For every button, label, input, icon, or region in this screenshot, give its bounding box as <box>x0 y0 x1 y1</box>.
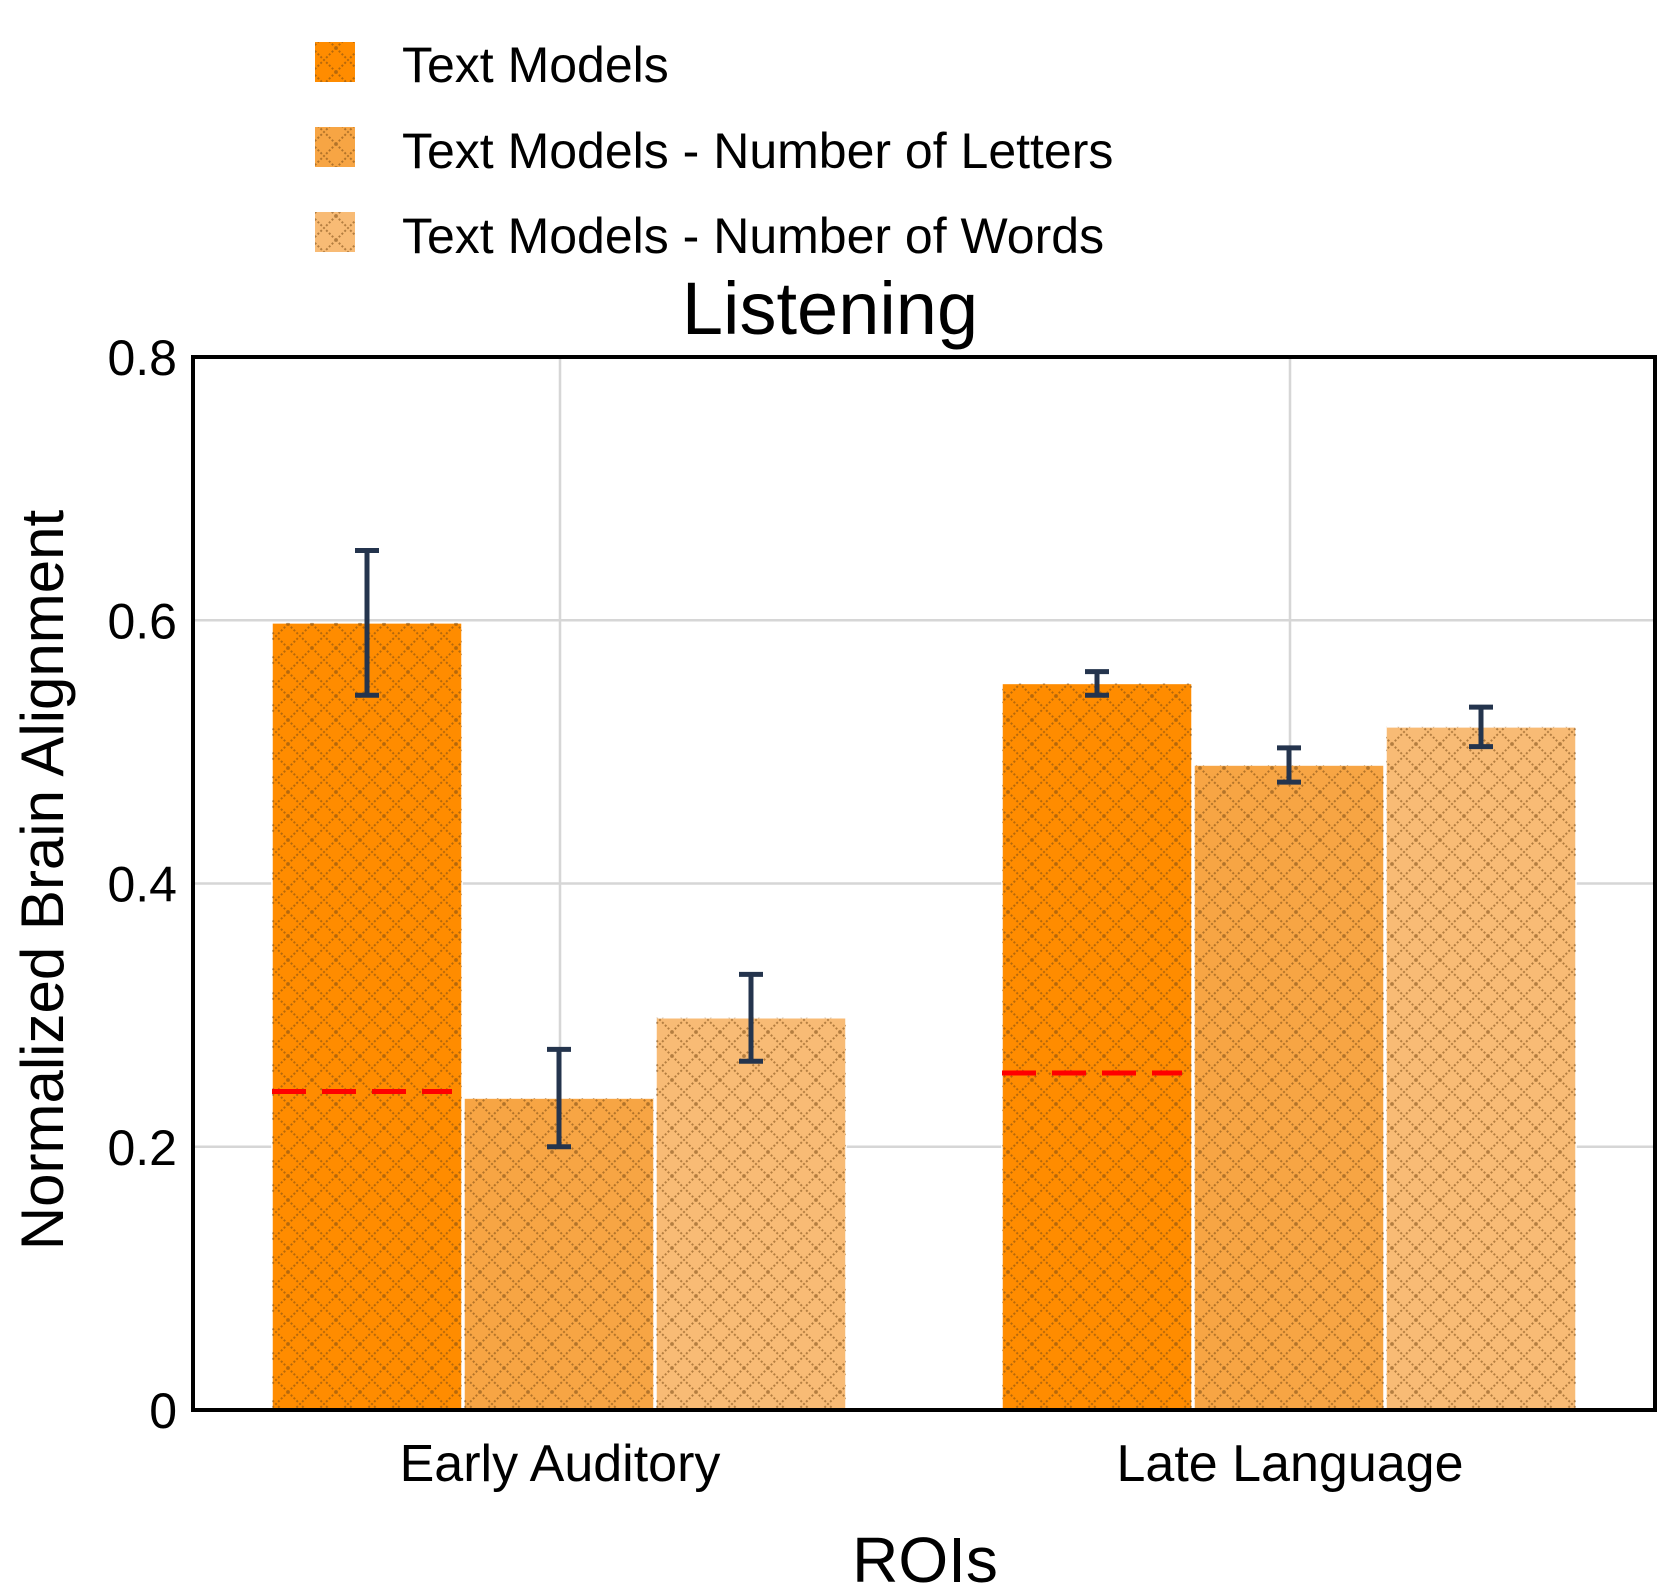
legend-swatch-hatch <box>315 127 355 167</box>
y-axis-ticks: 0 0.2 0.4 0.6 0.8 <box>107 330 177 1439</box>
x-axis-label: ROIs <box>852 1524 998 1594</box>
legend-label-number-of-letters: Text Models - Number of Letters <box>402 123 1113 179</box>
x-tick-label-early-auditory: Early Auditory <box>400 1435 721 1493</box>
legend-label-text-models: Text Models <box>402 37 669 93</box>
plot-frame <box>191 355 1657 1412</box>
bar-hatch <box>464 1098 654 1410</box>
legend-swatch-hatch <box>315 42 355 82</box>
legend-entry-text-models: Text Models <box>315 37 669 93</box>
y-axis-label: Normalized Brain Alignment <box>9 510 76 1251</box>
bar-hatch <box>1194 765 1384 1410</box>
y-tick-label: 0.6 <box>107 593 177 649</box>
bar-hatch <box>272 622 462 1410</box>
legend-label-number-of-words: Text Models - Number of Words <box>402 208 1104 264</box>
bar-hatch <box>656 1017 846 1410</box>
y-tick-label: 0 <box>149 1383 177 1439</box>
y-tick-label: 0.8 <box>107 330 177 386</box>
y-tick-label: 0.4 <box>107 857 177 913</box>
bar-hatch <box>1002 683 1192 1410</box>
y-tick-label: 0.2 <box>107 1120 177 1176</box>
legend: Text Models Text Models - Number of Lett… <box>315 37 1113 264</box>
legend-swatch-hatch <box>315 212 355 252</box>
legend-entry-number-of-words: Text Models - Number of Words <box>315 208 1104 264</box>
bar-hatch <box>1386 726 1576 1410</box>
x-tick-label-late-language: Late Language <box>1116 1435 1463 1493</box>
bars <box>271 547 1577 1411</box>
chart-title: Listening <box>682 267 978 350</box>
legend-entry-number-of-letters: Text Models - Number of Letters <box>315 123 1113 179</box>
